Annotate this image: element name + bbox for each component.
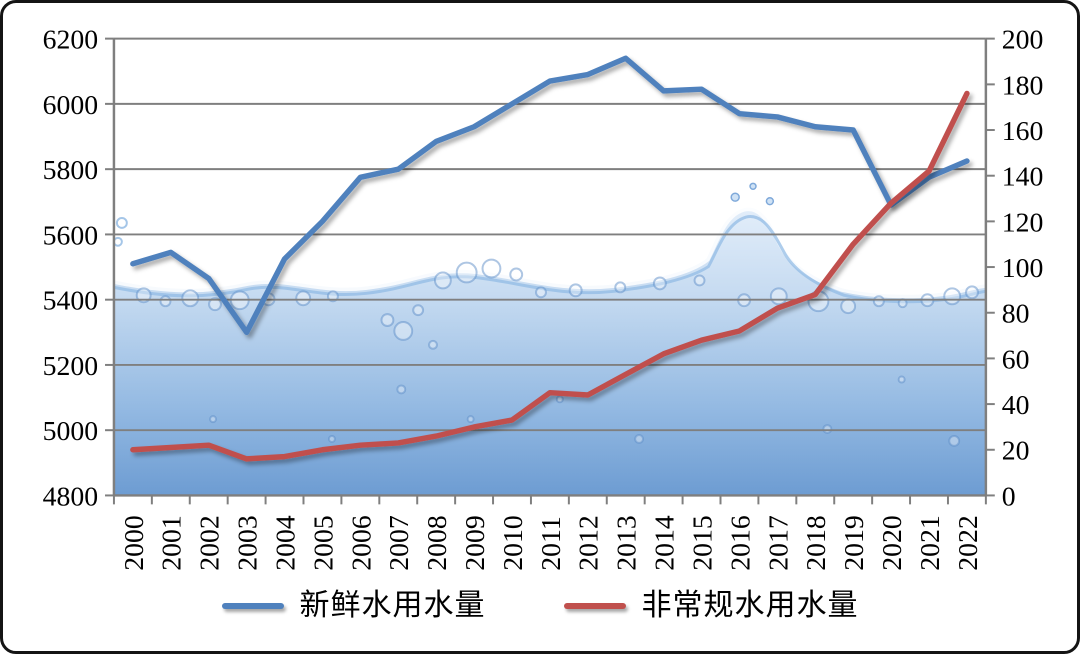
right-axis-tick-label: 40 [1002, 390, 1030, 421]
x-axis-year-label: 2003 [233, 515, 264, 570]
water-crest-line [113, 215, 986, 304]
splash-droplet [113, 236, 123, 247]
right-axis-tick-label: 140 [1002, 162, 1044, 193]
x-axis-year-label: 2020 [877, 515, 908, 570]
x-axis-year-label: 2014 [650, 515, 681, 571]
left-axis-tick-label: 5000 [43, 416, 98, 447]
unconventional-water-line [130, 90, 970, 462]
water-background [113, 182, 986, 496]
splash-droplet [749, 182, 757, 191]
legend-item-unconventional-water: 非常规水用水量 [563, 589, 859, 622]
axis-labels: 4800 5000 5200 5400 5600 5800 6000 6200 0 20 40 60 8… [43, 25, 1044, 571]
water-body [113, 207, 986, 496]
axes [105, 37, 995, 505]
legend-label-fresh-water: 新鲜水用水量 [299, 589, 486, 622]
splash-droplet [115, 217, 128, 229]
right-axis-tick-label: 100 [1002, 253, 1044, 284]
right-axis-tick-label: 160 [1002, 116, 1044, 147]
x-axis-year-label: 2010 [498, 515, 529, 570]
x-axis-year-label: 2019 [839, 515, 870, 570]
right-axis-tick-label: 200 [1002, 25, 1044, 56]
x-axis-year-label: 2011 [536, 516, 567, 570]
splash-droplet [730, 192, 740, 202]
x-axis-year-label: 2013 [612, 515, 643, 570]
x-axis-year-label: 2002 [195, 515, 226, 570]
right-axis-tick-label: 120 [1002, 207, 1044, 238]
data-series [130, 55, 970, 462]
x-axis-year-label: 2018 [801, 515, 832, 570]
x-axis-year-label: 2012 [574, 515, 605, 570]
x-axis-year-label: 2009 [460, 515, 491, 570]
x-axis-year-label: 2017 [763, 515, 794, 571]
bubbles [135, 258, 979, 447]
x-axis-year-label: 2016 [725, 515, 756, 571]
dual-axis-line-chart: 4800 5000 5200 5400 5600 5800 6000 6200 0 20 40 60 8… [43, 25, 1044, 571]
left-axis-tick-label: 5400 [43, 286, 98, 317]
x-axis-year-label: 2004 [270, 515, 301, 571]
x-axis-year-label: 2022 [953, 515, 984, 570]
x-axis-year-label: 2007 [384, 515, 415, 571]
right-axis-tick-label: 80 [1002, 299, 1030, 330]
x-axis-year-label: 2021 [915, 515, 946, 570]
splash-droplet [765, 196, 775, 206]
x-axis-year-label: 2006 [346, 515, 377, 571]
fresh-water-line [130, 55, 970, 336]
left-axis-tick-label: 6000 [43, 90, 98, 121]
x-axis-year-label: 2008 [422, 515, 453, 570]
legend: 新鲜水用水量 非常规水用水量 [3, 591, 1077, 621]
right-axis-tick-label: 0 [1002, 481, 1016, 512]
right-axis-tick-label: 180 [1002, 70, 1044, 101]
x-axis-year-label: 2001 [157, 515, 188, 570]
water-foam [113, 204, 986, 299]
x-axis-year-label: 2000 [119, 515, 150, 570]
legend-label-unconventional-water: 非常规水用水量 [641, 589, 859, 622]
left-axis-tick-label: 6200 [43, 25, 98, 56]
legend-line-swatch-unconventional-water [563, 603, 626, 609]
legend-line-swatch-fresh-water [221, 603, 284, 609]
x-axis-year-label: 2015 [687, 515, 718, 570]
left-axis-tick-label: 5200 [43, 351, 98, 382]
right-axis-tick-label: 60 [1002, 344, 1030, 375]
left-axis-tick-label: 5800 [43, 155, 98, 186]
right-axis-tick-label: 20 [1002, 436, 1030, 467]
left-axis-tick-label: 4800 [43, 481, 98, 512]
left-axis-tick-label: 5600 [43, 220, 98, 251]
legend-item-fresh-water: 新鲜水用水量 [221, 589, 486, 622]
x-axis-year-label: 2005 [308, 515, 339, 570]
